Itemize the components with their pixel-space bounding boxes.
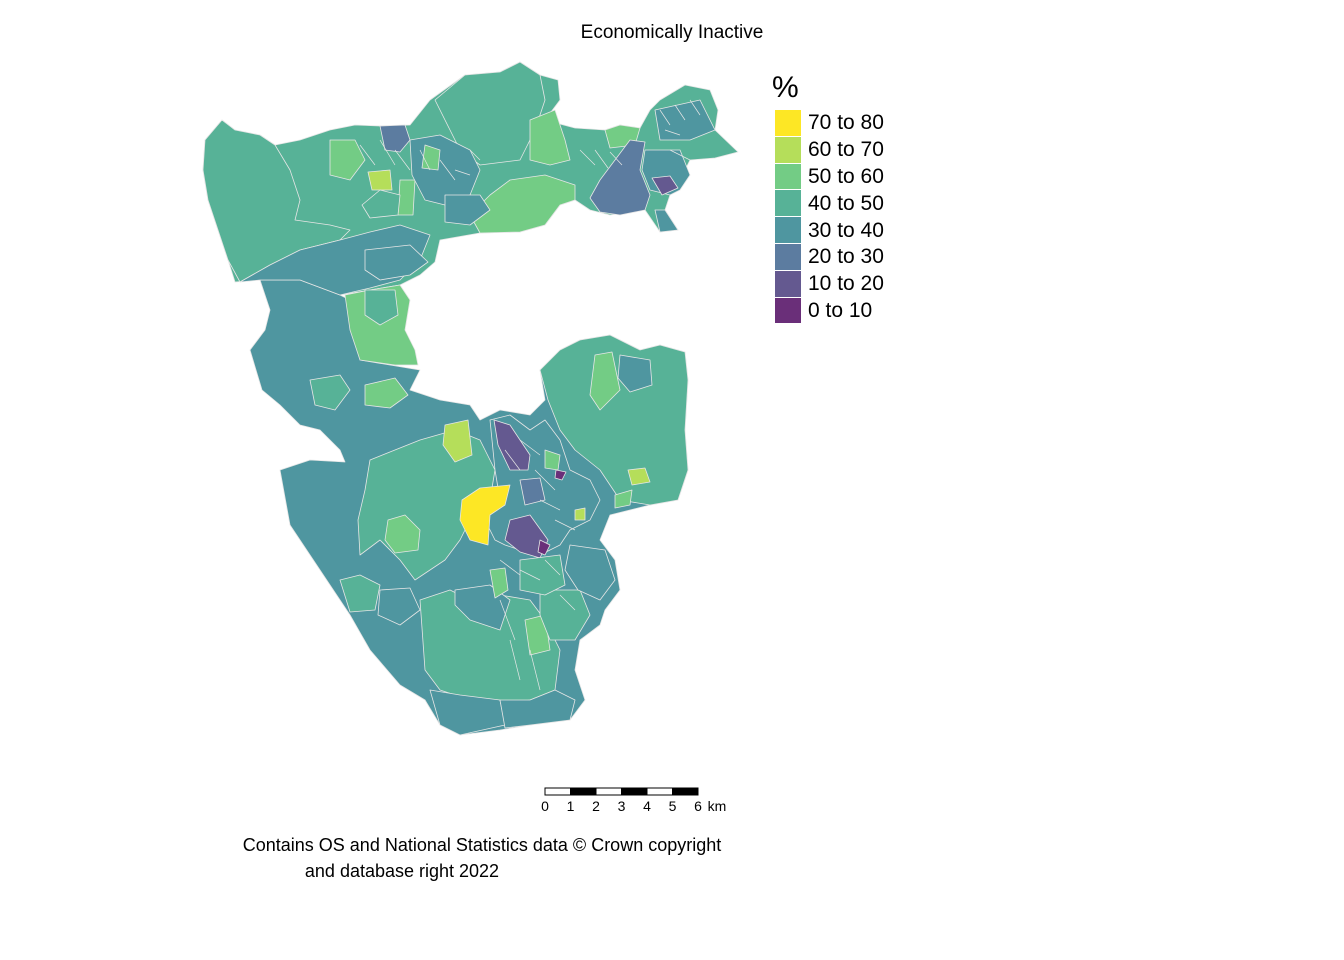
credit-line-1: Contains OS and National Statistics data… — [242, 835, 722, 855]
legend-item: 40 to 50 — [772, 190, 884, 218]
legend-title: % — [772, 71, 799, 104]
legend-label: 50 to 60 — [808, 164, 884, 188]
scale-tick-label: 3 — [618, 798, 626, 814]
legend-item: 30 to 40 — [772, 217, 884, 244]
scale-tick-label: 2 — [592, 798, 600, 814]
legend-swatch — [775, 270, 801, 298]
legend-label: 20 to 30 — [808, 245, 884, 269]
scale-tick-label: 4 — [643, 798, 651, 814]
legend-label: 30 to 40 — [808, 218, 884, 242]
data-credit: Contains OS and National Statistics data… — [0, 832, 964, 884]
legend-label: 60 to 70 — [808, 138, 884, 162]
legend-swatch — [775, 243, 801, 271]
legend-swatch — [775, 190, 801, 218]
scale-bar: 0 1 2 3 4 5 6 km — [540, 784, 740, 819]
legend-swatch — [775, 217, 801, 244]
legend-item: 0 to 10 — [772, 297, 884, 325]
legend-label: 40 to 50 — [808, 191, 884, 215]
legend-swatch — [775, 110, 801, 137]
scale-unit-label: km — [708, 798, 727, 814]
scale-tick-label: 1 — [567, 798, 575, 814]
legend-swatch — [775, 297, 801, 325]
legend-label: 70 to 80 — [808, 111, 884, 135]
legend-item: 70 to 80 — [772, 110, 884, 137]
scale-tick-label: 6 — [694, 798, 702, 814]
legend-swatch — [775, 163, 801, 191]
legend-item: 60 to 70 — [772, 136, 884, 164]
legend-item: 50 to 60 — [772, 163, 884, 191]
scale-tick-label: 0 — [541, 798, 549, 814]
legend-label: 10 to 20 — [808, 272, 884, 296]
map-title: Economically Inactive — [580, 22, 764, 43]
credit-line-2: and database right 2022 — [304, 861, 500, 881]
scale-tick-label: 5 — [669, 798, 677, 814]
legend-swatch — [775, 136, 801, 164]
legend-label: 0 to 10 — [808, 298, 873, 322]
legend: % 70 to 80 60 to 70 50 to 60 40 to 50 30 to … — [772, 70, 884, 325]
legend-item: 20 to 30 — [772, 243, 884, 271]
legend-item: 10 to 20 — [772, 270, 884, 298]
